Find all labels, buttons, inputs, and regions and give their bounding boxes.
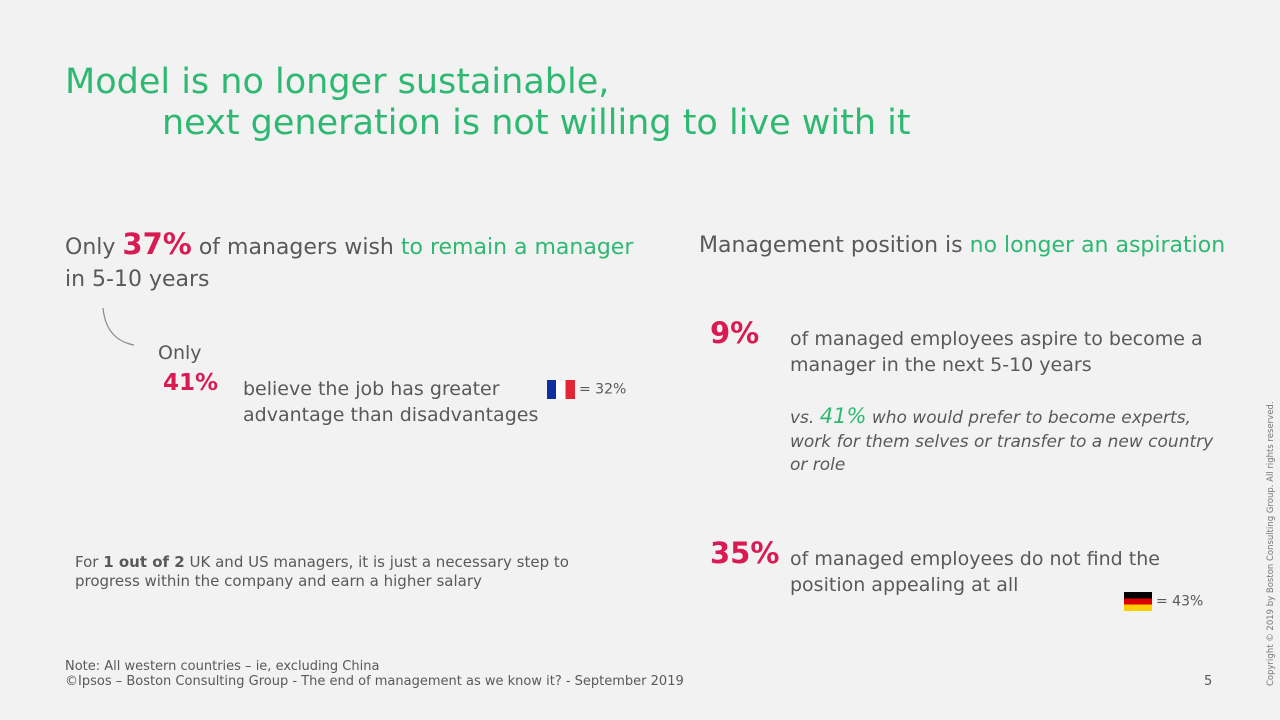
germany-note: = 43% [1124,592,1203,611]
text: of managers wish [198,235,394,260]
text: For [75,553,99,571]
france-note: = 32% [547,380,626,399]
sub-text: believe the job has greater advantage th… [243,378,539,426]
text: UK and US managers, it is just a necessa… [75,553,569,590]
text: Management position is [699,233,963,258]
percent: 37% [122,227,192,261]
footer-source: ©Ipsos – Boston Consulting Group - The e… [65,674,684,689]
percent: 41% [819,404,867,428]
connector [102,307,135,346]
highlight: no longer an aspiration [969,233,1226,258]
title-line: Model is no longer sustainable, [65,62,610,102]
footer: Note: All western countries – ie, exclud… [65,659,684,689]
copyright: Copyright © 2019 by Boston Consulting Gr… [1266,401,1276,686]
bold: 1 out of 2 [103,553,185,571]
stat-text: of managed employees do not find the pos… [790,548,1160,596]
text: who would prefer to become experts, work… [790,408,1214,475]
vs-text: vs. 41% who would prefer to become exper… [790,404,1230,478]
sub-lead: Only [158,342,202,364]
percent: 41% [163,370,219,396]
highlight: to remain a manager [400,235,634,260]
text: in 5-10 years [65,267,210,292]
title: Model is no longer sustainable, next gen… [65,62,911,144]
note: = 43% [1156,593,1204,610]
text: vs. [790,408,815,428]
footer-note: Note: All western countries – ie, exclud… [65,659,380,674]
flag-france [547,380,575,399]
title-line: next generation is not willing to live w… [162,103,911,143]
text: Only [65,235,116,260]
left-headline: Only 37% of managers wish to remain a ma… [65,228,635,296]
right-headline: Management position is no longer an aspi… [699,230,1225,262]
left-note: For 1 out of 2 UK and US managers, it is… [75,553,635,591]
percent: 35% [710,536,780,570]
note: = 32% [579,381,627,398]
page-number: 5 [1204,674,1213,689]
stat-text: of managed employees aspire to become a … [790,328,1203,376]
flag-germany [1124,592,1152,611]
percent: 9% [710,316,760,350]
